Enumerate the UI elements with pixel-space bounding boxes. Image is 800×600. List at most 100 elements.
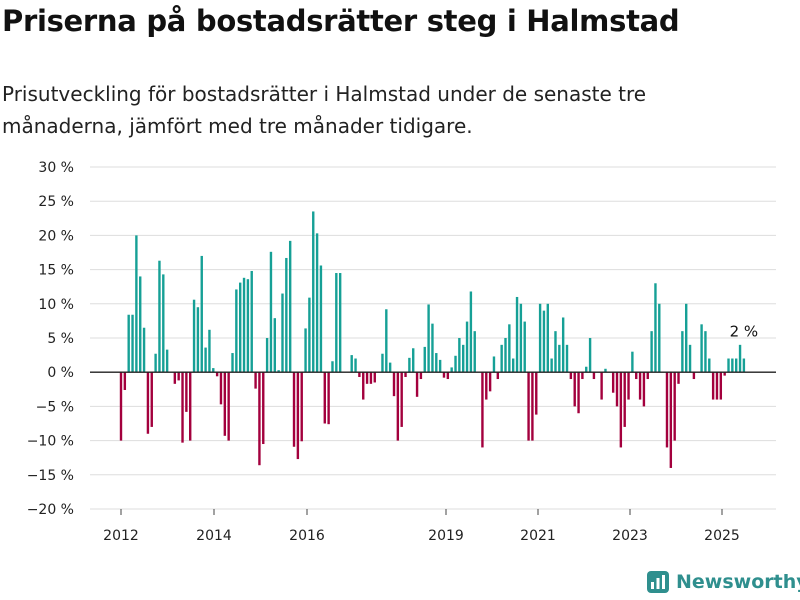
y-axis-ticks: 30 % 25 % 20 % 15 % 10 % 5 % 0 % −5 % −10 % −15 %…: [27, 160, 74, 518]
bar: [454, 355, 457, 373]
bar: [635, 372, 638, 380]
bar: [246, 279, 250, 373]
bar: [442, 372, 446, 378]
bar: [412, 348, 415, 373]
bar: [177, 372, 180, 381]
x-tick-label: 2014: [196, 528, 232, 544]
y-tick-label: 0 %: [47, 365, 74, 381]
x-tick-label: 2021: [520, 528, 556, 544]
bar: [642, 372, 646, 407]
bar: [315, 233, 319, 373]
bar: [723, 372, 726, 376]
bar: [531, 372, 534, 441]
bar: [473, 331, 476, 373]
y-tick-label: 15 %: [38, 263, 74, 279]
bar: [262, 372, 265, 445]
bar: [446, 372, 450, 380]
bar: [631, 351, 634, 373]
bar: [139, 276, 142, 373]
bar: [488, 372, 492, 392]
bar: [638, 372, 642, 400]
bar: [408, 357, 411, 373]
bar: [119, 372, 123, 441]
bar: [254, 372, 257, 389]
bar: [423, 346, 426, 373]
bar: [685, 303, 688, 373]
bar: [373, 372, 376, 383]
bar: [162, 274, 165, 373]
bar: [292, 372, 296, 447]
bar: [588, 338, 592, 373]
bar: [331, 361, 334, 373]
bar: [650, 331, 653, 373]
bar: [492, 356, 496, 373]
bar: [227, 372, 230, 441]
bar: [538, 303, 542, 373]
bar: [527, 372, 530, 441]
bar: [496, 372, 500, 380]
bar: [735, 358, 738, 373]
bar: [277, 370, 280, 373]
bar: [554, 331, 557, 373]
bar: [400, 372, 403, 427]
y-tick-label: −20 %: [27, 502, 74, 518]
bar: [388, 362, 392, 373]
bar: [727, 358, 730, 373]
bar: [481, 372, 484, 448]
bar: [369, 372, 373, 384]
brand-logo: Newsworthy: [646, 570, 800, 594]
bar: [565, 344, 569, 373]
bar: [350, 355, 353, 373]
x-tick-label: 2025: [704, 528, 740, 544]
bar: [250, 270, 253, 373]
bar: [146, 372, 150, 434]
bar: [600, 372, 603, 400]
bar: [615, 372, 619, 407]
bar: [154, 353, 157, 373]
bar: [665, 372, 669, 448]
chart-subtitle: Prisutveckling för bostadsrätter i Halms…: [2, 82, 647, 138]
bar: [427, 304, 430, 373]
bar: [688, 344, 692, 373]
y-tick-label: 25 %: [38, 194, 74, 210]
bar: [304, 328, 307, 373]
bar: [312, 211, 315, 373]
bar: [731, 358, 734, 373]
bar: [450, 367, 453, 373]
bar: [204, 347, 207, 373]
bar: [658, 303, 661, 373]
bar: [719, 372, 723, 400]
bar: [300, 372, 303, 442]
bar: [208, 329, 211, 373]
bar: [646, 372, 649, 380]
bar: [173, 372, 177, 384]
bar: [285, 257, 288, 373]
bar: [288, 240, 292, 373]
bar: [469, 291, 473, 373]
bar: [181, 372, 184, 443]
bar: [242, 277, 246, 373]
bar: [150, 372, 153, 427]
x-tick-label: 2016: [289, 528, 325, 544]
y-tick-label: 20 %: [38, 228, 74, 244]
bar: [196, 307, 200, 373]
bar: [438, 359, 442, 373]
bar: [435, 353, 438, 373]
y-tick-label: −15 %: [27, 468, 74, 484]
bar: [546, 303, 549, 373]
y-tick-label: 10 %: [38, 297, 74, 313]
bar: [396, 372, 400, 441]
y-tick-label: −5 %: [36, 399, 74, 415]
bar: [319, 265, 323, 373]
bar: [704, 331, 707, 373]
bar: [623, 372, 626, 427]
bar: [415, 372, 419, 397]
bar: [231, 353, 234, 373]
bar: [611, 372, 615, 393]
bar: [535, 372, 538, 415]
bar: [508, 324, 511, 373]
bar: [577, 372, 580, 414]
bar: [131, 314, 134, 373]
bar: [258, 372, 261, 466]
